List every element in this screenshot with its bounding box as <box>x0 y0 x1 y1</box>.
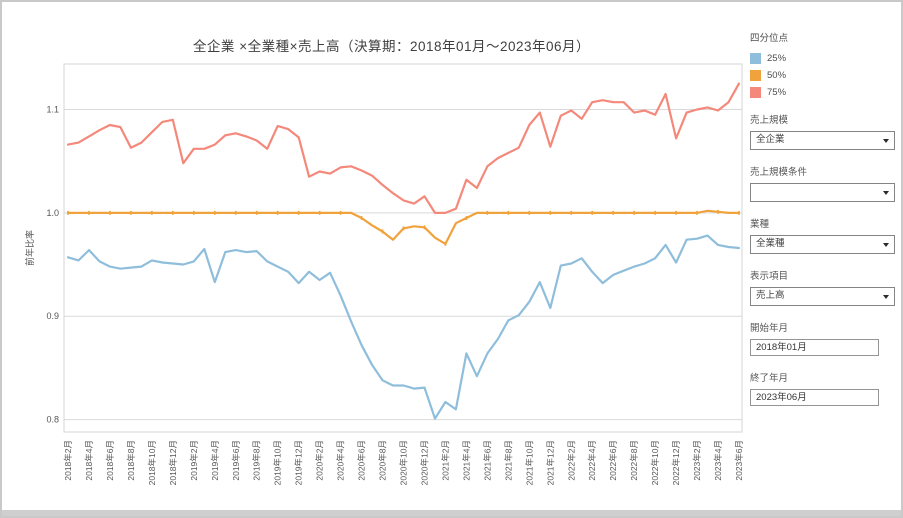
y-tick-label: 0.9 <box>46 311 59 321</box>
series-50%-line <box>66 209 741 246</box>
control-label: 終了年月 <box>750 373 789 384</box>
x-tick-label: 2019年12月 <box>294 440 304 485</box>
x-tick-label: 2020年2月 <box>315 440 325 481</box>
y-axis-title: 前年比率 <box>24 230 35 266</box>
chevron-down-icon <box>883 139 889 143</box>
control-label: 開始年月 <box>750 323 789 334</box>
x-tick-label: 2022年8月 <box>629 440 639 481</box>
x-tick-label: 2019年2月 <box>189 440 199 481</box>
x-tick-labels: 2018年2月 2018年4月 2018年6月 2018年8月 2018年10月 2018… <box>63 440 744 485</box>
legend-swatch <box>750 52 761 64</box>
x-tick-label: 2022年12月 <box>671 440 681 485</box>
side-panel: 四分位点 25% 50% 75% 売上規模 全企業 売上規模条件 <box>747 2 899 507</box>
x-tick-label: 2018年8月 <box>126 440 136 481</box>
dropdown-value: 全企業 <box>756 134 785 145</box>
control-label: 売上規模条件 <box>750 167 808 178</box>
end-month-input[interactable]: 2023年06月 <box>750 389 879 406</box>
x-tick-label: 2020年8月 <box>378 440 388 481</box>
x-tick-label: 2023年2月 <box>692 440 702 481</box>
chevron-down-icon <box>883 243 889 247</box>
x-tick-label: 2019年8月 <box>252 440 262 481</box>
x-tick-label: 2021年12月 <box>545 440 555 485</box>
x-tick-label: 2022年6月 <box>608 440 618 481</box>
display-item-dropdown[interactable]: 売上高 <box>750 287 895 306</box>
x-tick-label: 2021年6月 <box>482 440 492 481</box>
x-tick-label: 2020年12月 <box>419 440 429 485</box>
series-25%-line <box>66 234 741 420</box>
x-tick-label: 2021年4月 <box>461 440 471 481</box>
industry-dropdown[interactable]: 全業種 <box>750 235 895 254</box>
control-label: 売上規模 <box>750 115 789 126</box>
sales-scale-dropdown[interactable]: 全企業 <box>750 131 895 150</box>
x-tick-label: 2021年8月 <box>503 440 513 481</box>
x-tick-label: 2019年10月 <box>273 440 283 485</box>
dropdown-value: 全業種 <box>756 238 785 249</box>
x-tick-label: 2021年10月 <box>524 440 534 485</box>
control-end-month: 終了年月 2023年06月 <box>750 370 899 406</box>
legend-item-label: 75% <box>767 86 787 98</box>
control-label: 業種 <box>750 219 770 230</box>
legend-swatch <box>750 86 761 98</box>
control-label: 表示項目 <box>750 271 789 282</box>
dropdown-value: 売上高 <box>756 290 785 301</box>
x-tick-label: 2023年6月 <box>734 440 744 481</box>
chart-title: 全企業 ×全業種×売上高（決算期：2018年01月〜2023年06月） <box>192 39 591 54</box>
x-tick-label: 2018年10月 <box>147 440 157 485</box>
x-tick-label: 2020年4月 <box>336 440 346 481</box>
y-tick-label: 1.0 <box>46 208 59 218</box>
chevron-down-icon <box>883 295 889 299</box>
legend-item-label: 25% <box>767 52 787 64</box>
x-tick-label: 2018年2月 <box>63 440 73 481</box>
control-start-month: 開始年月 2018年01月 <box>750 320 899 356</box>
legend-item-25[interactable]: 25% <box>750 52 899 64</box>
legend-item-75[interactable]: 75% <box>750 86 899 98</box>
x-tick-label: 2019年6月 <box>231 440 241 481</box>
x-tick-label: 2021年2月 <box>440 440 450 481</box>
window-bottom-bar <box>2 510 901 516</box>
x-tick-label: 2020年6月 <box>357 440 367 481</box>
control-industry: 業種 全業種 <box>750 216 899 254</box>
x-tick-label: 2018年4月 <box>84 440 94 481</box>
legend-item-50[interactable]: 50% <box>750 69 899 81</box>
legend-swatch <box>750 69 761 81</box>
control-sales-scale: 売上規模 全企業 <box>750 112 899 150</box>
control-sales-scale-condition: 売上規模条件 <box>750 164 899 202</box>
y-tick-label: 0.8 <box>46 415 59 425</box>
start-month-input[interactable]: 2018年01月 <box>750 339 879 356</box>
x-tick-label: 2020年10月 <box>399 440 409 485</box>
x-tick-label: 2022年10月 <box>650 440 660 485</box>
quartile-legend: 四分位点 25% 50% 75% <box>747 30 899 98</box>
x-tick-label: 2018年6月 <box>105 440 115 481</box>
chevron-down-icon <box>883 191 889 195</box>
series-75%-line <box>66 82 741 214</box>
x-tick-label: 2018年12月 <box>168 440 178 485</box>
sales-scale-condition-dropdown[interactable] <box>750 183 895 202</box>
x-tick-label: 2023年4月 <box>713 440 723 481</box>
x-tick-label: 2022年4月 <box>587 440 597 481</box>
y-tick-label: 1.1 <box>46 104 59 114</box>
legend-item-label: 50% <box>767 69 787 81</box>
plot-border <box>63 63 743 433</box>
legend-title: 四分位点 <box>750 33 789 44</box>
control-display-item: 表示項目 売上高 <box>750 268 899 306</box>
x-tick-label: 2019年4月 <box>210 440 220 481</box>
x-tick-label: 2022年2月 <box>566 440 576 481</box>
